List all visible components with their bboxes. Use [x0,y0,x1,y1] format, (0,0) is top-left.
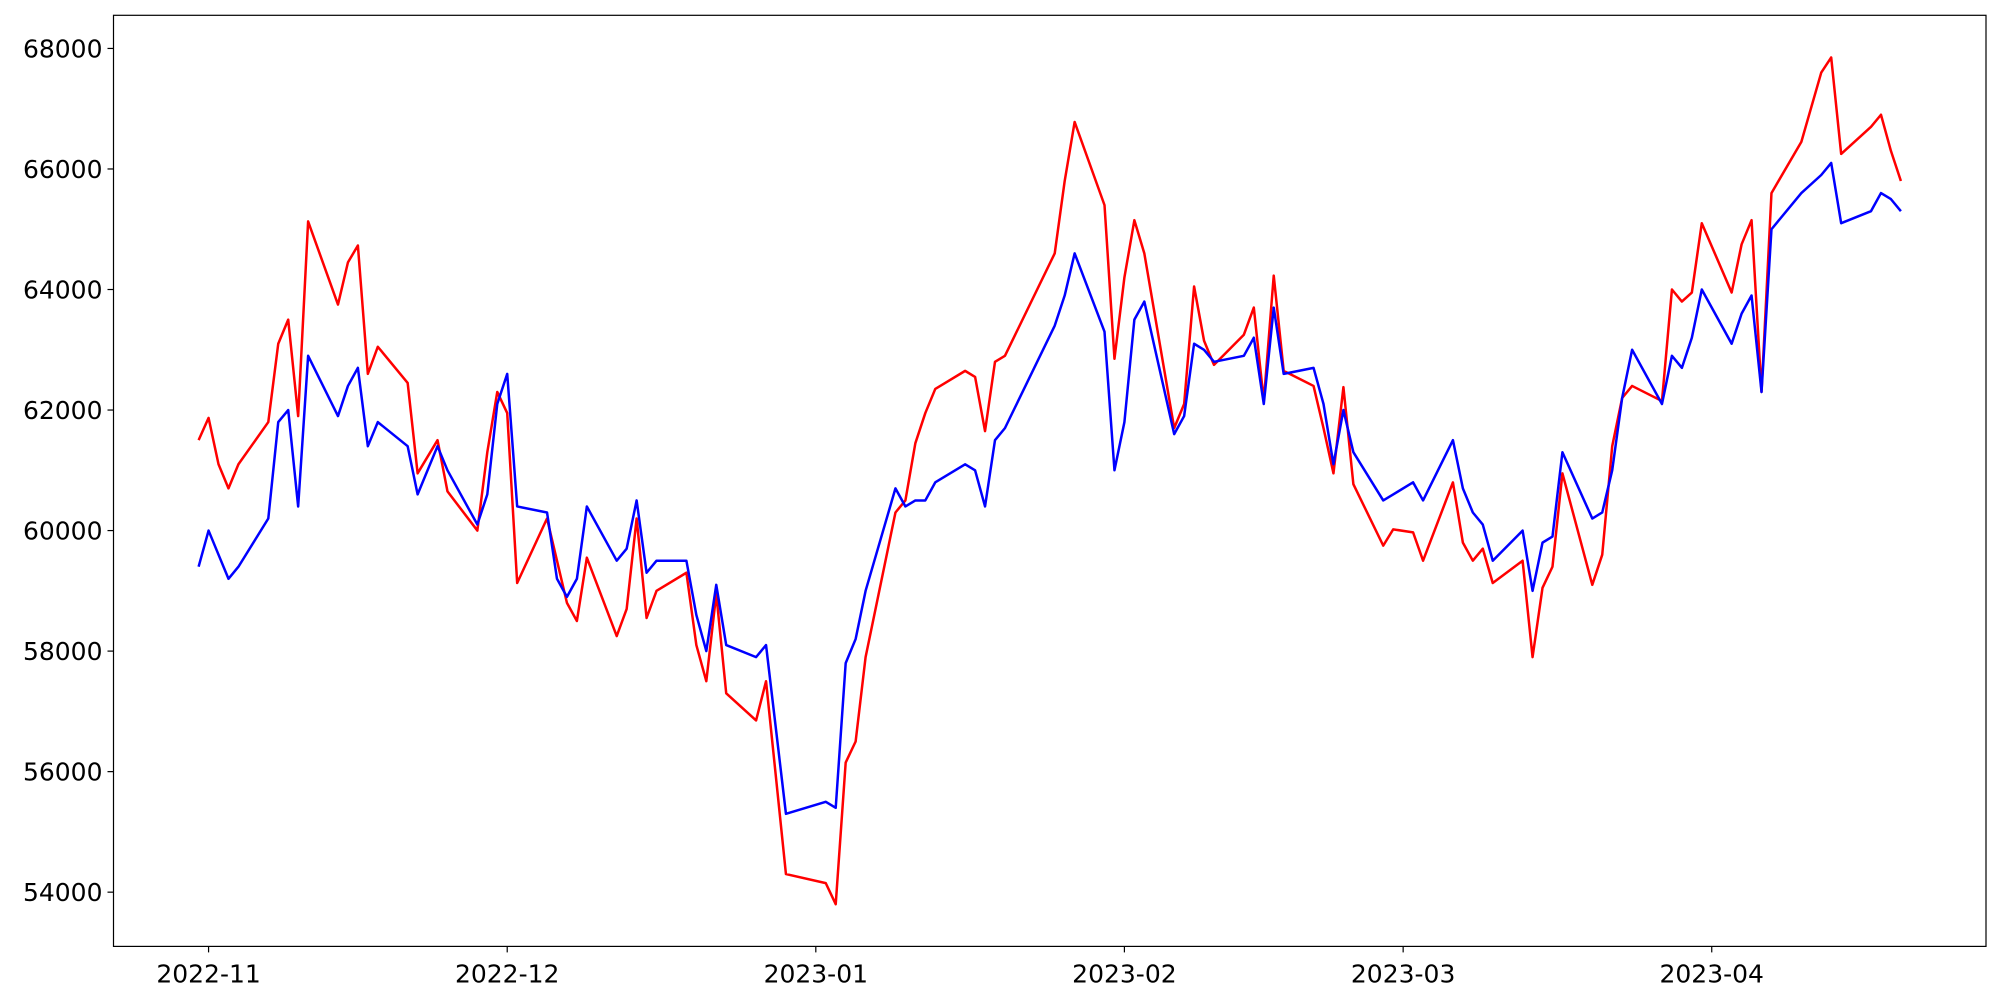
y-tick-label: 64000 [23,276,103,305]
y-tick-label: 56000 [23,758,103,787]
x-tick-label: 2023-01 [764,959,868,988]
y-tick-label: 54000 [23,878,103,907]
x-tick-label: 2022-12 [455,959,559,988]
y-tick-label: 62000 [23,396,103,425]
series-line [197,161,1902,816]
y-tick-label: 68000 [23,34,103,63]
x-tick-label: 2022-11 [156,959,260,988]
x-tick-label: 2023-03 [1351,959,1455,988]
y-tick-label: 58000 [23,637,103,666]
x-tick-label: 2023-04 [1660,959,1764,988]
x-tick-label: 2023-02 [1072,959,1176,988]
plot-frame [112,14,1987,947]
y-tick-label: 60000 [23,517,103,546]
y-tick-label: 66000 [23,155,103,184]
